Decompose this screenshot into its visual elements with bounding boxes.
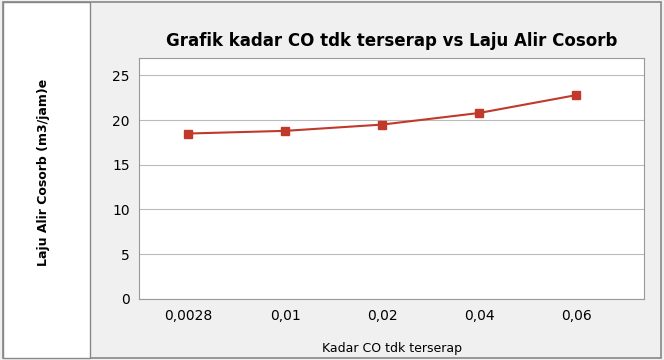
Title: Grafik kadar CO tdk terserap vs Laju Alir Cosorb: Grafik kadar CO tdk terserap vs Laju Ali… <box>166 32 618 50</box>
Text: Laju Alir Cosorb (m3/jam)e: Laju Alir Cosorb (m3/jam)e <box>37 79 50 266</box>
X-axis label: Kadar CO tdk terserap: Kadar CO tdk terserap <box>322 342 461 355</box>
